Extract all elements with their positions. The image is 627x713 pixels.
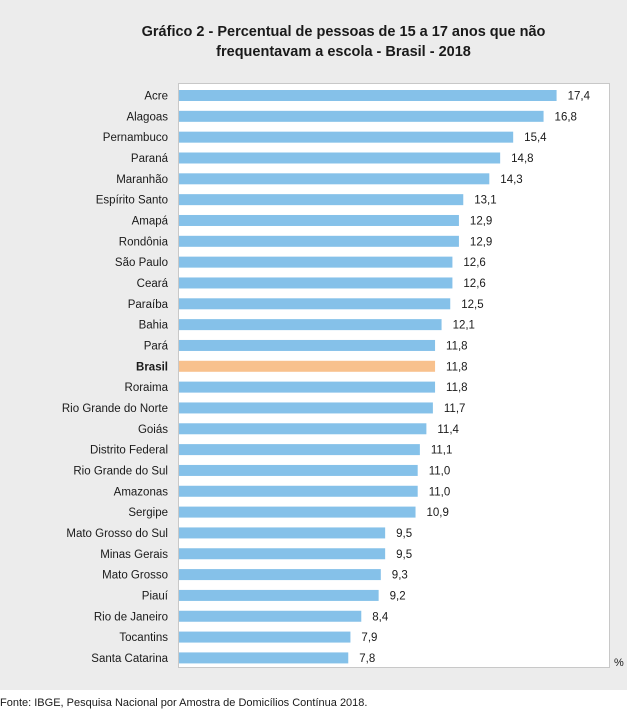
value-label-alagoas: 16,8 bbox=[555, 111, 577, 123]
bar-amapa bbox=[179, 214, 459, 226]
value-label-ceara: 12,6 bbox=[463, 278, 485, 290]
bar-minas-gerais bbox=[179, 548, 386, 560]
value-label-minas-gerais: 9,5 bbox=[396, 549, 412, 561]
value-label-pernambuco: 15,4 bbox=[524, 132, 547, 144]
source-note: Fonte: IBGE, Pesquisa Nacional por Amost… bbox=[0, 697, 368, 709]
category-label-rondonia: Rondônia bbox=[119, 236, 169, 248]
bar-roraima bbox=[179, 381, 436, 393]
category-label-para: Pará bbox=[144, 340, 169, 352]
category-label-santa-catarina: Santa Catarina bbox=[91, 653, 168, 665]
value-labels: 17,4 16,8 15,4 14,8 14,3 13,1 12,9 12,9 12,6 12,6… bbox=[359, 91, 590, 665]
value-label-mato-grosso: 9,3 bbox=[392, 570, 408, 582]
value-label-amapa: 12,9 bbox=[470, 215, 492, 227]
value-label-rio-de-janeiro: 8,4 bbox=[372, 611, 389, 623]
bar-rio-grande-do-norte bbox=[179, 402, 433, 414]
value-label-maranhao: 14,3 bbox=[500, 174, 522, 186]
value-label-goias: 11,4 bbox=[437, 424, 459, 436]
bars bbox=[179, 90, 557, 664]
value-label-mato-grosso-do-sul: 9,5 bbox=[396, 528, 412, 540]
category-label-mato-grosso: Mato Grosso bbox=[102, 570, 168, 582]
x-axis-unit-label: % bbox=[614, 657, 624, 669]
category-label-sao-paulo: São Paulo bbox=[115, 257, 168, 269]
bar-espirito-santo bbox=[179, 194, 464, 206]
bar-amazonas bbox=[179, 485, 418, 497]
category-label-maranhao: Maranhão bbox=[116, 174, 168, 186]
value-label-amazonas: 11,0 bbox=[429, 486, 451, 498]
bar-acre bbox=[179, 90, 557, 101]
value-label-rio-grande-do-sul: 11,0 bbox=[429, 465, 451, 477]
bar-rondonia bbox=[179, 235, 459, 247]
bar-tocantins bbox=[179, 631, 351, 643]
bar-santa-catarina bbox=[179, 652, 349, 664]
value-label-espirito-santo: 13,1 bbox=[474, 195, 496, 207]
chart-title: Gráfico 2 - Percentual de pessoas de 15 … bbox=[0, 22, 627, 62]
value-label-piaui: 9,2 bbox=[390, 590, 406, 602]
bar-rio-grande-do-sul bbox=[179, 464, 418, 476]
category-label-sergipe: Sergipe bbox=[128, 507, 168, 519]
category-label-bahia: Bahia bbox=[139, 320, 169, 332]
bar-bahia bbox=[179, 319, 442, 331]
value-label-sergipe: 10,9 bbox=[427, 507, 449, 519]
category-label-mato-grosso-do-sul: Mato Grosso do Sul bbox=[66, 528, 168, 540]
value-label-rondonia: 12,9 bbox=[470, 236, 492, 248]
bar-rio-de-janeiro bbox=[179, 610, 362, 622]
value-label-para: 11,8 bbox=[446, 340, 468, 352]
category-label-paraiba: Paraíba bbox=[128, 299, 169, 311]
value-label-tocantins: 7,9 bbox=[361, 632, 377, 644]
category-label-rio-grande-do-sul: Rio Grande do Sul bbox=[73, 465, 168, 477]
category-labels: Acre Alagoas Pernambuco Paraná Maranhão Espír… bbox=[62, 91, 169, 665]
value-label-parana: 14,8 bbox=[511, 153, 533, 165]
category-label-espirito-santo: Espírito Santo bbox=[96, 195, 168, 207]
value-label-distrito-federal: 11,1 bbox=[431, 445, 453, 457]
bar-sergipe bbox=[179, 506, 416, 518]
value-label-brasil: 11,8 bbox=[446, 361, 468, 373]
category-label-alagoas: Alagoas bbox=[126, 111, 168, 123]
bar-sao-paulo bbox=[179, 256, 453, 268]
value-label-roraima: 11,8 bbox=[446, 382, 468, 394]
category-label-ceara: Ceará bbox=[137, 278, 169, 290]
chart-title-line-2: frequentavam a escola - Brasil - 2018 bbox=[216, 44, 471, 60]
bar-goias bbox=[179, 423, 427, 435]
category-label-tocantins: Tocantins bbox=[119, 632, 168, 644]
bar-paraiba bbox=[179, 298, 451, 310]
value-label-santa-catarina: 7,8 bbox=[359, 653, 375, 665]
category-label-rio-grande-do-norte: Rio Grande do Norte bbox=[62, 403, 168, 415]
value-label-paraiba: 12,5 bbox=[461, 299, 483, 311]
bar-distrito-federal bbox=[179, 444, 420, 456]
category-label-acre: Acre bbox=[144, 91, 168, 103]
bar-parana bbox=[179, 152, 501, 164]
value-label-rio-grande-do-norte: 11,7 bbox=[444, 403, 466, 415]
category-label-amapa: Amapá bbox=[132, 215, 169, 227]
category-label-goias: Goiás bbox=[138, 424, 168, 436]
bar-pernambuco bbox=[179, 131, 514, 143]
category-label-rio-de-janeiro: Rio de Janeiro bbox=[94, 611, 168, 623]
bar-maranhao bbox=[179, 173, 490, 185]
value-label-bahia: 12,1 bbox=[453, 320, 475, 332]
bar-mato-grosso-do-sul bbox=[179, 527, 386, 539]
category-label-piaui: Piauí bbox=[142, 590, 169, 602]
value-label-acre: 17,4 bbox=[568, 91, 591, 103]
category-label-amazonas: Amazonas bbox=[114, 486, 169, 498]
category-label-roraima: Roraima bbox=[125, 382, 169, 394]
category-label-brasil: Brasil bbox=[136, 361, 168, 373]
category-label-parana: Paraná bbox=[131, 153, 169, 165]
category-label-minas-gerais: Minas Gerais bbox=[100, 549, 168, 561]
chart-title-line-1: Gráfico 2 - Percentual de pessoas de 15 … bbox=[141, 24, 546, 40]
value-label-sao-paulo: 12,6 bbox=[463, 257, 485, 269]
category-label-distrito-federal: Distrito Federal bbox=[90, 445, 168, 457]
bar-ceara bbox=[179, 277, 453, 289]
bar-mato-grosso bbox=[179, 569, 381, 581]
bar-brasil bbox=[179, 360, 436, 372]
category-label-pernambuco: Pernambuco bbox=[103, 132, 168, 144]
bar-alagoas bbox=[179, 110, 544, 122]
bar-piaui bbox=[179, 589, 379, 601]
bar-para bbox=[179, 339, 436, 351]
